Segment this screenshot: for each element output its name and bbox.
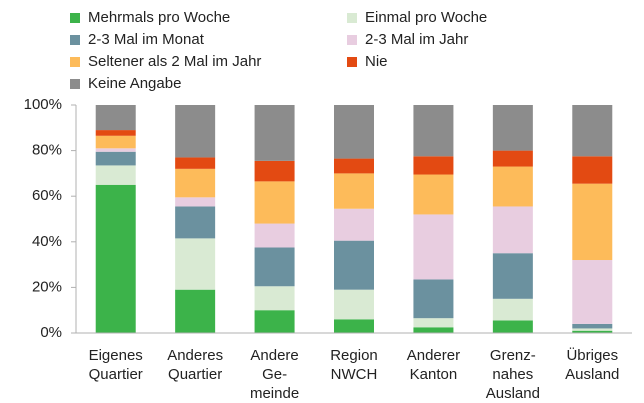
x-tick-label: Eigenes Quartier	[89, 347, 143, 383]
bar-segment	[254, 223, 295, 248]
bar-segment	[572, 156, 613, 184]
legend-swatch	[347, 35, 357, 45]
bar-segment	[413, 279, 454, 319]
x-tick-label: Anderer Kanton	[407, 347, 460, 383]
bar-segment	[413, 156, 454, 175]
bar-segment	[492, 298, 533, 321]
bar-segment	[175, 157, 216, 169]
bar-segment	[572, 328, 613, 331]
bar-segment	[572, 330, 613, 333]
bar-segment	[492, 253, 533, 299]
bar-segment	[95, 105, 136, 131]
bar-segment	[254, 286, 295, 311]
bar-segment	[175, 289, 216, 333]
bar-segment	[254, 160, 295, 182]
bar-segment	[413, 318, 454, 328]
legend-swatch	[70, 35, 80, 45]
bar-segment	[254, 181, 295, 224]
legend-label: 2-3 Mal im Jahr	[365, 31, 468, 48]
bar-segment	[413, 105, 454, 157]
bar-segment	[95, 135, 136, 149]
legend-label: 2-3 Mal im Monat	[88, 31, 205, 48]
legend-swatch	[347, 13, 357, 23]
legend-label: Nie	[365, 53, 388, 70]
legend-label: Seltener als 2 Mal im Jahr	[88, 53, 261, 70]
bar-segment	[254, 247, 295, 287]
legend-swatch	[70, 57, 80, 67]
legend-label: Keine Angabe	[88, 75, 181, 92]
x-tick-label: Anderes Quartier	[167, 347, 223, 383]
y-tick-label: 40%	[32, 233, 62, 250]
bar-segment	[413, 214, 454, 280]
y-tick-label: 0%	[40, 324, 62, 341]
bar-segment	[175, 206, 216, 239]
bar-segment	[492, 105, 533, 151]
y-tick-label: 60%	[32, 187, 62, 204]
bar-segment	[334, 208, 374, 241]
x-tick-label: Region NWCH	[330, 347, 378, 383]
y-tick-label: 20%	[32, 278, 62, 295]
bar-segment	[492, 206, 533, 254]
bar-segment	[413, 174, 454, 215]
bar-segment	[572, 260, 613, 324]
bar-segment	[492, 150, 533, 167]
bar-segment	[334, 105, 374, 159]
bar-segment	[175, 168, 216, 198]
bar-segment	[254, 310, 295, 333]
x-tick-label: Andere Ge-meinde	[250, 347, 299, 402]
bar-segment	[334, 240, 374, 290]
bar-segment	[334, 319, 374, 333]
legend-swatch	[70, 79, 80, 89]
bar-segment	[413, 327, 454, 333]
bar-segment	[334, 173, 374, 209]
bar-segment	[95, 151, 136, 166]
y-tick-label: 100%	[24, 96, 62, 113]
bar-segment	[95, 184, 136, 333]
x-tick-label: Grenz-nahes Ausland	[486, 347, 540, 402]
bar-segment	[254, 105, 295, 161]
bar-segment	[334, 289, 374, 320]
bar-segment	[492, 320, 533, 333]
bar-segment	[175, 197, 216, 207]
bar-segment	[492, 166, 533, 207]
bar-segment	[175, 238, 216, 290]
bar-segment	[572, 183, 613, 261]
bar-segment	[95, 148, 136, 152]
bar-segment	[175, 105, 216, 158]
legend-swatch	[70, 13, 80, 23]
legend-label: Mehrmals pro Woche	[88, 9, 230, 26]
y-tick-label: 80%	[32, 142, 62, 159]
bar-segment	[572, 323, 613, 329]
legend-swatch	[347, 57, 357, 67]
bar-segment	[95, 130, 136, 136]
bar-segment	[572, 105, 613, 157]
bar-segment	[95, 165, 136, 185]
bar-segment	[334, 158, 374, 174]
x-tick-label: Übriges Ausland	[565, 346, 619, 383]
legend-label: Einmal pro Woche	[365, 9, 487, 26]
